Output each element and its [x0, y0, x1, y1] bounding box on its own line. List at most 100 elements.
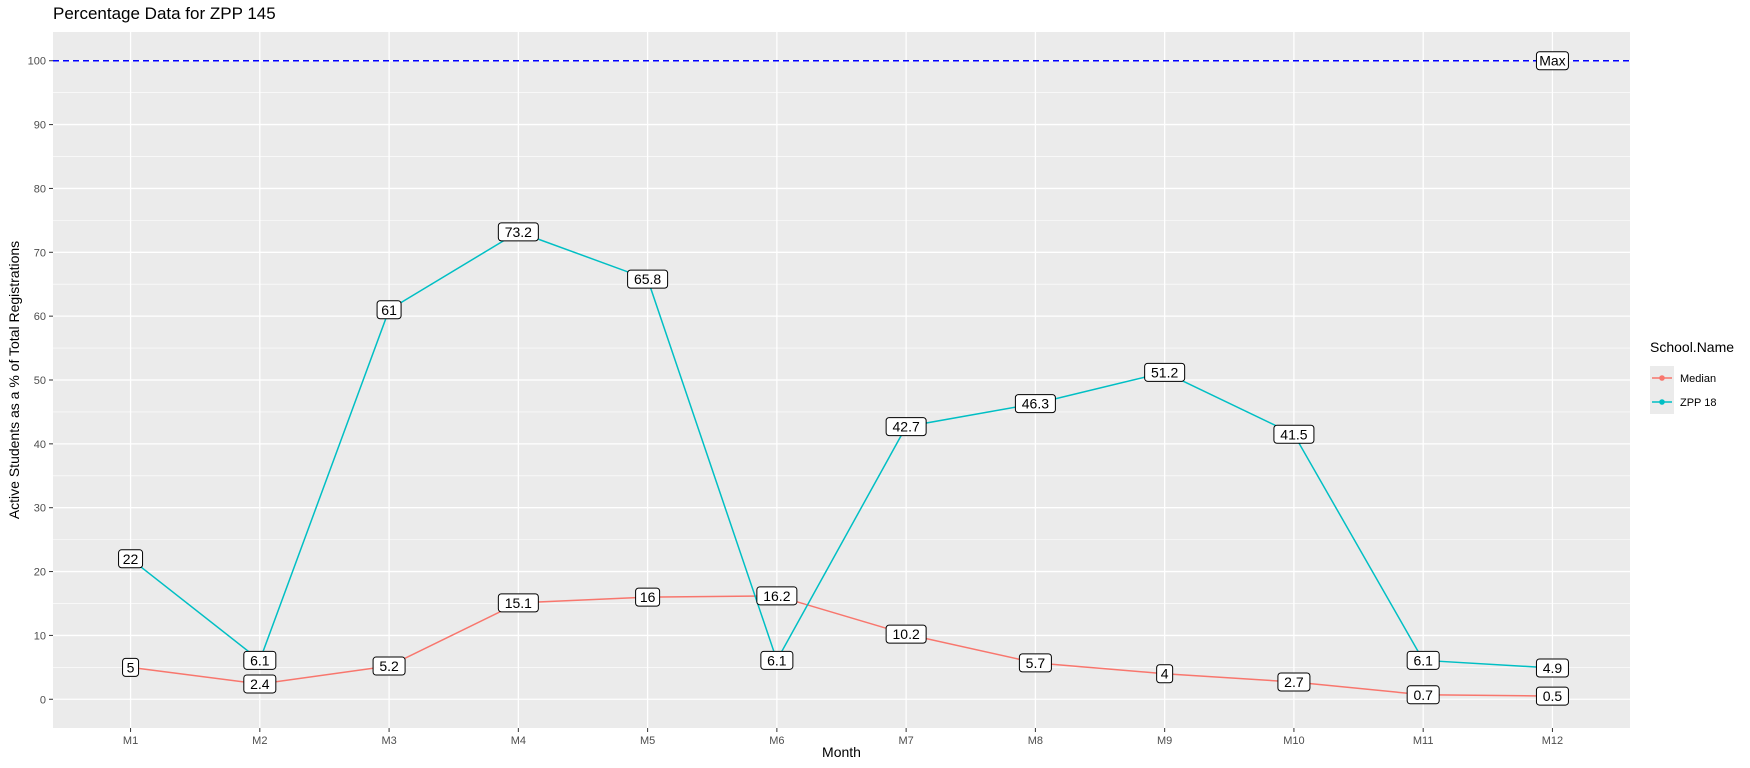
- x-tick-label: M3: [381, 735, 396, 747]
- data-label-box: [122, 657, 140, 677]
- data-label: 73.2: [497, 222, 539, 242]
- data-label: 51.2: [1144, 362, 1186, 382]
- y-tick-label: 20: [34, 567, 46, 579]
- data-label-box: [1535, 658, 1569, 678]
- data-label-text: 41.5: [1280, 426, 1307, 442]
- data-label-text: 42.7: [893, 419, 920, 435]
- data-label-text: 2.7: [1284, 674, 1304, 690]
- data-label-box: [1156, 664, 1174, 684]
- data-label-text: 46.3: [1022, 396, 1049, 412]
- legend-key-point: [1659, 399, 1665, 405]
- x-tick-label: M5: [640, 735, 655, 747]
- data-label: 65.8: [627, 269, 669, 289]
- data-label-text: 5.2: [379, 658, 399, 674]
- data-label: 2.4: [243, 674, 277, 694]
- data-label-text: 16: [640, 589, 656, 605]
- x-tick-label: M10: [1283, 735, 1304, 747]
- data-label: 15.1: [497, 593, 539, 613]
- y-tick-label: 10: [34, 630, 46, 642]
- data-label: 16.2: [756, 586, 798, 606]
- x-tick-label: M2: [252, 735, 267, 747]
- data-label-text: 0.5: [1543, 688, 1563, 704]
- data-label-text: 6.1: [767, 652, 787, 668]
- data-label-box: [635, 587, 661, 607]
- data-label: 5.7: [1018, 653, 1052, 673]
- data-label-text: 73.2: [505, 224, 532, 240]
- data-label: 2.7: [1277, 672, 1311, 692]
- data-label: 0.7: [1406, 685, 1440, 705]
- data-label-box: [1014, 394, 1056, 414]
- data-label-box: [1144, 362, 1186, 382]
- data-label-text: 51.2: [1151, 364, 1178, 380]
- data-label: 22: [118, 549, 144, 569]
- y-tick-label: 70: [34, 247, 46, 259]
- data-label-box: [118, 549, 144, 569]
- data-label-text: 16.2: [763, 588, 790, 604]
- x-tick-label: M8: [1028, 735, 1043, 747]
- data-label-text: 61: [381, 302, 397, 318]
- data-label-text: 10.2: [893, 626, 920, 642]
- chart-title: Percentage Data for ZPP 145: [53, 4, 276, 23]
- x-tick-label: M9: [1157, 735, 1172, 747]
- y-tick-label: 50: [34, 375, 46, 387]
- y-tick-label: 30: [34, 503, 46, 515]
- y-tick-label: 60: [34, 311, 46, 323]
- x-tick-label: M1: [123, 735, 138, 747]
- data-label-box: [1273, 424, 1315, 444]
- data-label: 0.5: [1535, 686, 1569, 706]
- data-label: 10.2: [885, 624, 927, 644]
- data-label-box: [1018, 653, 1052, 673]
- data-label-text: 22: [123, 551, 139, 567]
- x-axis-title: Month: [822, 744, 861, 760]
- data-label-box: [885, 624, 927, 644]
- x-tick-label: M7: [898, 735, 913, 747]
- data-label-text: 5.7: [1026, 655, 1046, 671]
- data-label: 5.2: [372, 656, 406, 676]
- series-line-median: [130, 595, 1553, 697]
- data-label-text: 15.1: [505, 595, 532, 611]
- data-label: 41.5: [1273, 424, 1315, 444]
- data-label-box: [497, 593, 539, 613]
- x-tick-label: M11: [1413, 735, 1434, 747]
- data-label-text: 4: [1161, 666, 1169, 682]
- y-tick-label: 40: [34, 439, 46, 451]
- data-label: 6.1: [760, 650, 794, 670]
- data-label-box: [1406, 685, 1440, 705]
- data-label: 61: [376, 300, 402, 320]
- data-label-text: 65.8: [634, 271, 661, 287]
- data-label-text: 4.9: [1543, 660, 1563, 676]
- y-tick-label: 0: [40, 694, 46, 706]
- data-label-box: [1406, 650, 1440, 670]
- data-label-box: [243, 650, 277, 670]
- y-axis-title: Active Students as a % of Total Registra…: [6, 241, 22, 519]
- legend-label: ZPP 18: [1680, 397, 1717, 409]
- data-label-box: [497, 222, 539, 242]
- data-label-box: [885, 417, 927, 437]
- data-label-box: [756, 586, 798, 606]
- data-label-text: 0.7: [1413, 687, 1433, 703]
- data-label: 6.1: [243, 650, 277, 670]
- data-label-box: [1535, 686, 1569, 706]
- x-tick-label: M6: [769, 735, 784, 747]
- y-tick-label: 80: [34, 183, 46, 195]
- series-line-zpp-18: [130, 231, 1553, 669]
- data-label: 6.1: [1406, 650, 1440, 670]
- legend-label: Median: [1680, 373, 1716, 385]
- max-reference-label-text: Max: [1539, 53, 1565, 69]
- data-label-text: 5: [127, 659, 135, 675]
- data-label-text: 2.4: [250, 676, 270, 692]
- data-label-box: [372, 656, 406, 676]
- x-tick-label: M4: [511, 735, 526, 747]
- data-label: 5: [122, 657, 140, 677]
- y-tick-label: 100: [28, 56, 46, 68]
- legend-key-point: [1659, 375, 1665, 381]
- data-label: 4.9: [1535, 658, 1569, 678]
- max-reference-label: Max: [1535, 51, 1569, 71]
- y-tick-label: 90: [34, 120, 46, 132]
- x-tick-label: M12: [1542, 735, 1563, 747]
- legend-title: School.Name: [1650, 339, 1734, 355]
- data-label-text: 6.1: [250, 652, 270, 668]
- data-label: 16: [635, 587, 661, 607]
- data-label: 42.7: [885, 417, 927, 437]
